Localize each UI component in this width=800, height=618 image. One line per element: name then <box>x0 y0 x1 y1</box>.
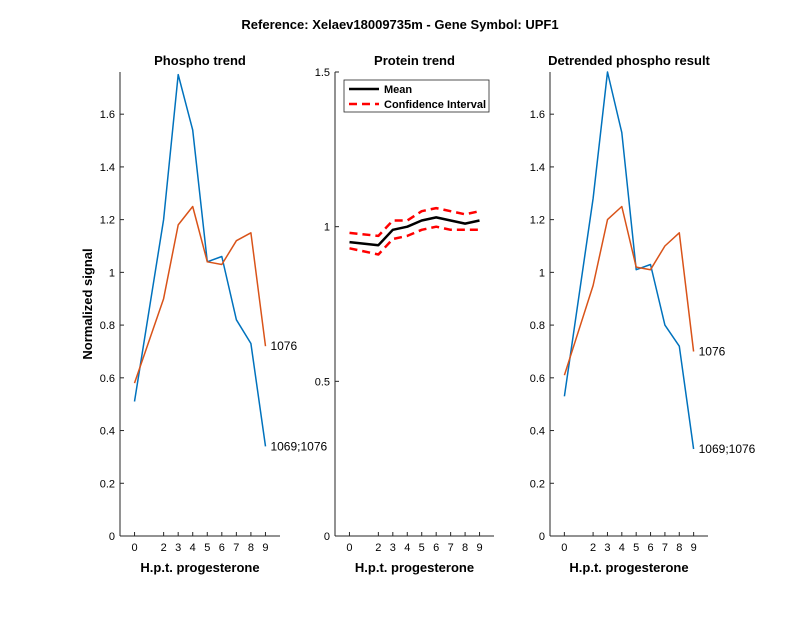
y-axis-label: Normalized signal <box>80 248 95 359</box>
y-tick-label: 1 <box>324 222 330 234</box>
x-tick-label: 0 <box>131 542 137 554</box>
x-tick-label: 6 <box>647 542 653 554</box>
y-tick-label: 0.4 <box>530 426 545 438</box>
x-tick-label: 4 <box>619 542 625 554</box>
panel-3: Detrended phospho result 0 2 3 4 5 6 7 8 9 0 0.2 0.4… <box>530 53 756 575</box>
y-tick-label: 0.5 <box>315 376 330 388</box>
y-tick-label: 1.6 <box>530 109 545 121</box>
x-tick-label: 3 <box>604 542 610 554</box>
y-tick-label: 1 <box>109 267 115 279</box>
x-tick-label: 5 <box>419 542 425 554</box>
x-tick-label: 8 <box>462 542 468 554</box>
legend-entry-label: Mean <box>384 84 412 96</box>
x-tick-label: 4 <box>404 542 410 554</box>
legend-entry-label: Confidence Interval <box>384 99 486 111</box>
x-tick-label: 6 <box>219 542 225 554</box>
x-tick-label: 7 <box>233 542 239 554</box>
legend-box <box>343 79 490 113</box>
x-tick-label: 8 <box>248 542 254 554</box>
panel-title: Detrended phospho result <box>548 53 710 68</box>
y-tick-label: 0 <box>539 531 545 543</box>
ci-line <box>349 206 480 238</box>
x-tick-label: 0 <box>561 542 567 554</box>
x-tick-label: 9 <box>691 542 697 554</box>
y-tick-label: 1.4 <box>100 162 115 174</box>
x-tick-label: 6 <box>433 542 439 554</box>
y-tick-label: 0.2 <box>530 478 545 490</box>
x-tick-label: 7 <box>662 542 668 554</box>
y-tick-label: 1 <box>539 267 545 279</box>
x-tick-label: 5 <box>633 542 639 554</box>
series-end-label: 1069;1076 <box>270 439 327 453</box>
y-tick-label: 1.6 <box>100 109 115 121</box>
y-tick-label: 0.8 <box>530 320 545 332</box>
x-axis-label: H.p.t. progesterone <box>569 560 688 575</box>
x-tick-label: 7 <box>448 542 454 554</box>
series-line-1069-1076 <box>133 73 267 447</box>
y-tick-label: 1.5 <box>315 67 330 79</box>
panel-1: Phospho trend 0 2 3 4 5 6 7 8 9 0 0.2 0.4 0.6 0.8 1 1.2 1… <box>80 53 328 575</box>
x-tick-label: 9 <box>476 542 482 554</box>
panel-title: Phospho trend <box>154 53 246 68</box>
panel-2: Protein trend 0 2 3 4 5 6 7 8 9 0 0.5 1 1.5 H.p.t. pro… <box>315 53 494 575</box>
y-tick-label: 1.2 <box>530 215 545 227</box>
x-tick-label: 9 <box>262 542 268 554</box>
x-tick-label: 4 <box>190 542 196 554</box>
x-axis-label: H.p.t. progesterone <box>355 560 474 575</box>
y-tick-label: 1.2 <box>100 215 115 227</box>
mean-line <box>349 216 480 247</box>
y-tick-label: 0 <box>109 531 115 543</box>
figure-title: Reference: Xelaev18009735m - Gene Symbol… <box>241 17 558 32</box>
x-tick-label: 5 <box>204 542 210 554</box>
x-tick-label: 2 <box>590 542 596 554</box>
series-line-1069-1076 <box>563 71 695 450</box>
series-end-label: 1069;1076 <box>699 442 756 456</box>
y-tick-label: 0.2 <box>100 478 115 490</box>
y-tick-label: 0.6 <box>100 373 115 385</box>
y-tick-label: 0.6 <box>530 373 545 385</box>
x-tick-label: 0 <box>346 542 352 554</box>
series-line-1076 <box>133 205 267 384</box>
y-tick-label: 1.4 <box>530 162 545 174</box>
y-tick-label: 0 <box>324 531 330 543</box>
x-tick-label: 2 <box>375 542 381 554</box>
y-tick-label: 0.8 <box>100 320 115 332</box>
panel-title: Protein trend <box>374 53 455 68</box>
x-tick-label: 3 <box>390 542 396 554</box>
series-line-1076 <box>563 205 695 376</box>
ci-line <box>349 225 480 256</box>
series-end-label: 1076 <box>699 344 726 358</box>
x-tick-label: 3 <box>175 542 181 554</box>
x-axis-label: H.p.t. progesterone <box>140 560 259 575</box>
y-tick-label: 0.4 <box>100 426 115 438</box>
x-tick-label: 2 <box>161 542 167 554</box>
x-tick-label: 8 <box>676 542 682 554</box>
legend: Mean Confidence Interval <box>343 79 490 113</box>
series-end-label: 1076 <box>270 339 297 353</box>
